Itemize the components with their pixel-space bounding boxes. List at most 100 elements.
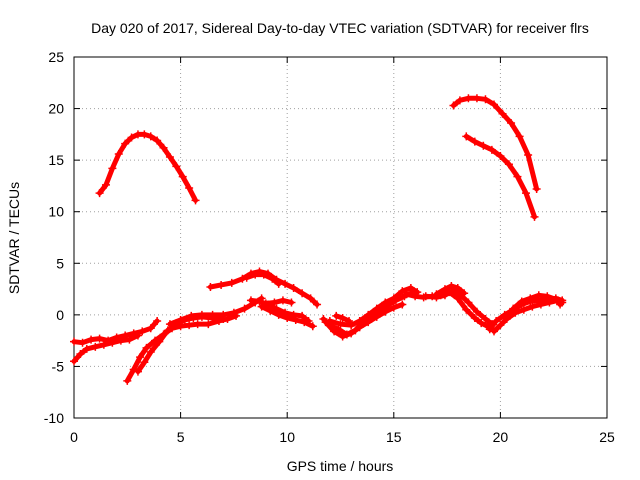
data-point	[481, 95, 490, 104]
data-point	[261, 299, 270, 308]
data-point	[513, 172, 522, 181]
data-point	[332, 311, 341, 320]
data-point	[330, 327, 339, 336]
data-point	[406, 284, 415, 293]
data-point	[197, 310, 206, 319]
data-series	[70, 94, 567, 385]
data-point	[114, 149, 123, 158]
data-point	[455, 96, 464, 105]
data-point	[204, 320, 213, 329]
data-point	[78, 338, 87, 347]
data-point	[500, 310, 509, 319]
data-point	[259, 270, 268, 279]
data-point	[440, 285, 449, 294]
data-point	[470, 137, 479, 146]
data-point	[185, 183, 194, 192]
data-point	[477, 319, 486, 328]
y-axis-label: SDTVAR / TECUs	[6, 182, 22, 294]
data-point	[504, 160, 513, 169]
y-tick-label: 10	[48, 204, 64, 220]
data-point	[227, 278, 236, 287]
data-point	[270, 298, 279, 307]
data-point	[496, 321, 505, 330]
data-point	[219, 310, 228, 319]
series-arc-evening-upper	[449, 94, 541, 194]
data-point	[95, 189, 104, 198]
data-point	[530, 212, 539, 221]
data-point	[101, 180, 110, 189]
series-arc-afternoon-c	[325, 284, 422, 330]
x-axis-label: GPS time / hours	[287, 458, 394, 474]
series-arc-early-b	[70, 331, 142, 366]
data-point	[172, 162, 181, 171]
data-point	[556, 300, 565, 309]
data-point	[287, 298, 296, 307]
data-point	[534, 291, 543, 300]
plot-frame	[73, 56, 608, 419]
data-point	[123, 376, 132, 385]
data-point	[402, 290, 411, 299]
data-point	[291, 316, 300, 325]
data-point	[82, 344, 91, 353]
data-point	[289, 284, 298, 293]
data-point	[498, 109, 507, 118]
data-point	[146, 347, 155, 356]
data-point	[165, 153, 174, 162]
data-point	[142, 343, 151, 352]
data-point	[481, 314, 490, 323]
series-arc-midday-a	[206, 267, 322, 309]
data-point	[133, 367, 142, 376]
data-point	[266, 306, 275, 315]
data-point	[462, 132, 471, 141]
data-point	[163, 326, 172, 335]
series-line	[263, 297, 294, 306]
data-point	[460, 289, 469, 298]
series-arc-evening-c	[432, 281, 469, 299]
data-point	[229, 308, 238, 317]
data-point	[528, 302, 537, 311]
data-point	[464, 298, 473, 307]
data-point	[91, 342, 100, 351]
chart-title: Day 020 of 2017, Sidereal Day-to-day VTE…	[91, 20, 589, 36]
series-line	[167, 295, 265, 327]
series-arc-evening-lower	[462, 132, 539, 221]
data-point	[496, 152, 505, 161]
data-point	[153, 136, 162, 145]
data-point	[153, 317, 162, 326]
series-line	[323, 302, 405, 339]
data-point	[206, 283, 215, 292]
grid	[74, 57, 607, 418]
x-tick-label: 25	[599, 429, 615, 445]
data-point	[490, 100, 499, 109]
series-arc-evening-f	[509, 291, 565, 313]
data-point	[347, 329, 356, 338]
series-line	[97, 131, 198, 203]
data-point	[125, 335, 134, 344]
series-arc-morning-high	[95, 130, 200, 205]
data-point	[278, 296, 287, 305]
data-point	[509, 304, 518, 313]
data-point	[372, 312, 381, 321]
data-point	[138, 327, 147, 336]
x-tick-label: 0	[70, 429, 78, 445]
data-point	[133, 331, 142, 340]
data-point	[472, 94, 481, 103]
data-point	[490, 327, 499, 336]
series-arc-midday-b	[242, 270, 283, 288]
y-tick-label: 5	[56, 255, 64, 271]
y-tick-label: 0	[56, 307, 64, 323]
y-tick-label: -10	[44, 410, 64, 426]
data-point	[99, 340, 108, 349]
data-point	[517, 297, 526, 306]
data-point	[325, 317, 334, 326]
data-point	[274, 310, 283, 319]
data-point	[246, 296, 255, 305]
data-point	[526, 294, 535, 303]
data-point	[411, 292, 420, 301]
data-point	[336, 320, 345, 329]
y-tick-label: 20	[48, 101, 64, 117]
data-point	[364, 318, 373, 327]
data-point	[453, 284, 462, 293]
data-point	[268, 274, 277, 283]
y-tick-label: 15	[48, 152, 64, 168]
